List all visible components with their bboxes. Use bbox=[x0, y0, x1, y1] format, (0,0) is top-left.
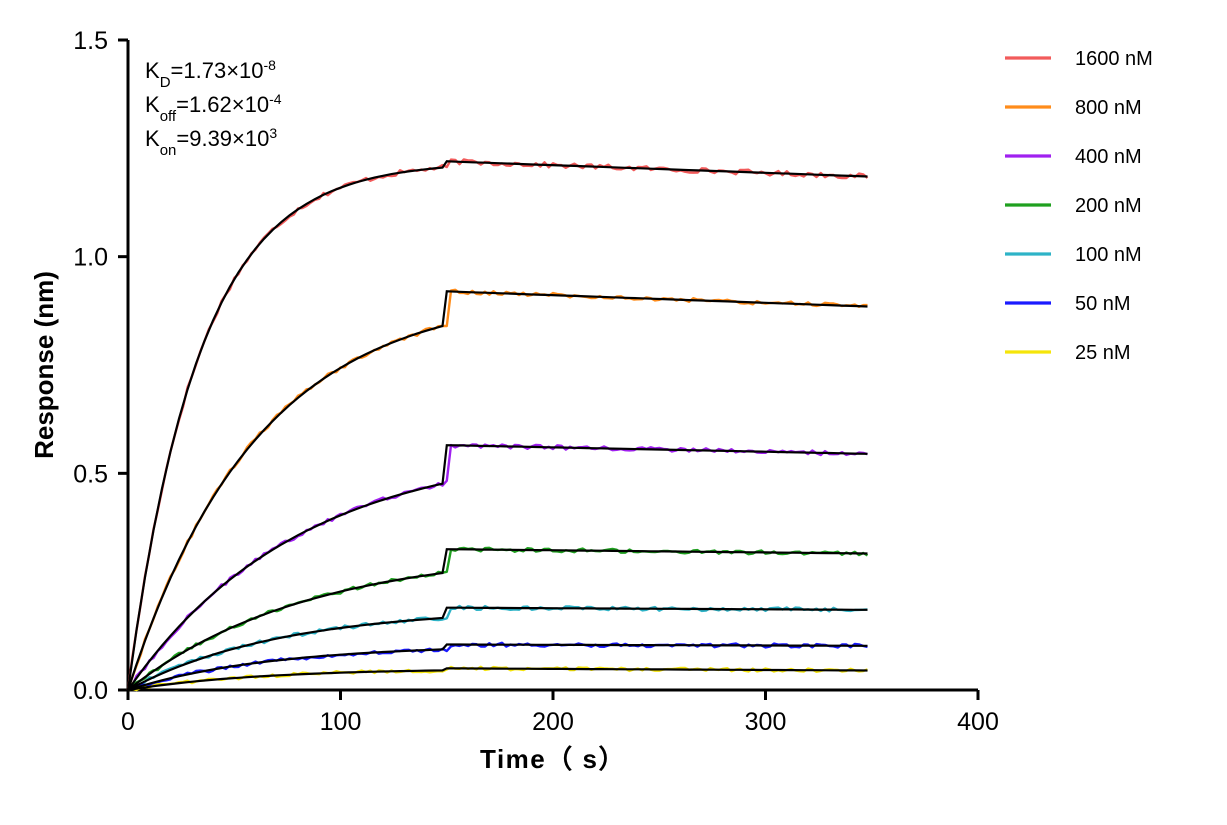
y-tick-label: 0.0 bbox=[73, 677, 108, 705]
fit-line bbox=[128, 445, 868, 690]
binding-sensorgram-chart: 0 100 200 300 400 0.0 0.5 1.0 1.5 Time（ s） Respons… bbox=[0, 0, 1227, 825]
kon-annotation: Kon=9.39×103 bbox=[145, 125, 277, 159]
data-series-group bbox=[128, 159, 868, 690]
y-tick-label: 0.5 bbox=[73, 460, 108, 488]
x-tick-label: 300 bbox=[745, 708, 787, 736]
legend-label: 800 nM bbox=[1075, 97, 1142, 119]
x-axis-label: Time（ s） bbox=[480, 744, 626, 774]
kinetic-constants-annotation: KD=1.73×10-8Koff=1.62×10-4Kon=9.39×103 bbox=[145, 57, 282, 159]
x-tick-label: 400 bbox=[957, 708, 999, 736]
x-tick-label: 200 bbox=[532, 708, 574, 736]
x-tick-label: 100 bbox=[320, 708, 362, 736]
x-tick-label: 0 bbox=[121, 708, 135, 736]
fit-line bbox=[128, 291, 868, 690]
legend: 1600 nM 800 nM 400 nM 200 nM 100 nM 50 nM 25 n… bbox=[1005, 48, 1153, 364]
koff-annotation: Koff=1.62×10-4 bbox=[145, 91, 282, 125]
series-line bbox=[128, 290, 868, 690]
kd-annotation: KD=1.73×10-8 bbox=[145, 57, 276, 91]
y-axis-label: Response (nm) bbox=[29, 271, 59, 459]
y-tick-label: 1.0 bbox=[73, 244, 108, 272]
legend-label: 100 nM bbox=[1075, 244, 1142, 266]
legend-label: 200 nM bbox=[1075, 195, 1142, 217]
legend-label: 25 nM bbox=[1075, 342, 1131, 364]
legend-label: 50 nM bbox=[1075, 293, 1131, 315]
legend-label: 400 nM bbox=[1075, 146, 1142, 168]
legend-label: 1600 nM bbox=[1075, 48, 1153, 70]
axes: 0 100 200 300 400 0.0 0.5 1.0 1.5 Time（ s） Respons… bbox=[29, 27, 999, 774]
series-line bbox=[128, 445, 868, 689]
y-tick-label: 1.5 bbox=[73, 27, 108, 55]
